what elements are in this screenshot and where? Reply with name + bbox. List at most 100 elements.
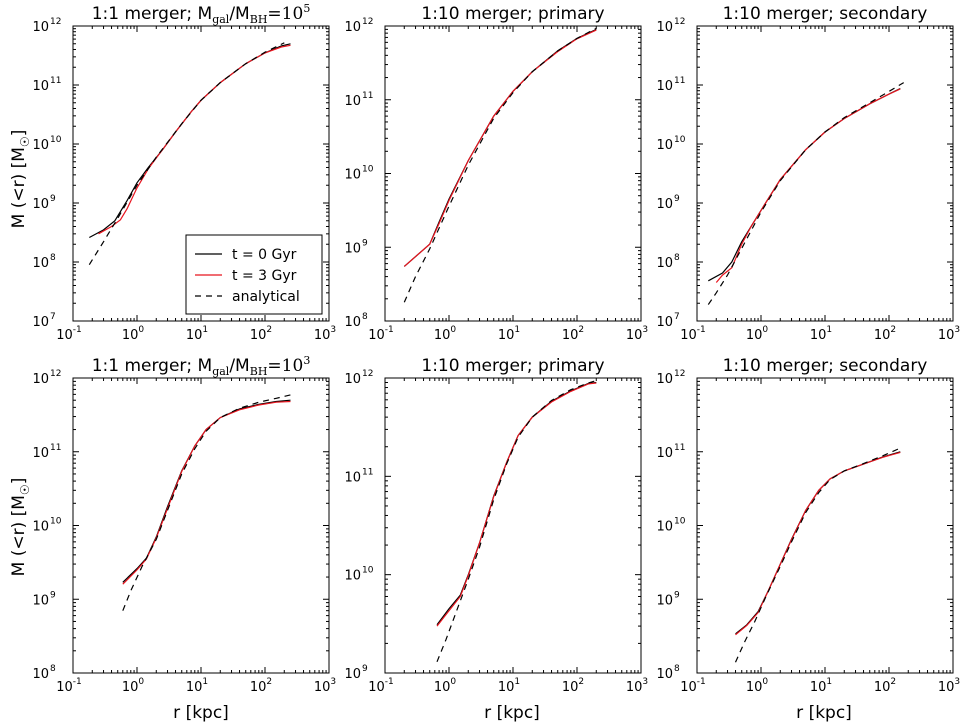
x-tick-exponent: 3: [954, 677, 960, 687]
x-axis-label-middle: r [kpc]: [484, 703, 540, 723]
x-tick-base: 10: [680, 680, 697, 695]
y-tick-base: 10: [656, 593, 673, 608]
x-tick-base: 10: [250, 680, 267, 695]
x-tick-base: 10: [368, 328, 385, 343]
x-tick-base: 10: [434, 328, 451, 343]
x-tick-exponent: 1: [826, 677, 832, 687]
panel-title-eq: =10: [267, 4, 303, 24]
x-tick-label: 100: [434, 325, 457, 343]
panel-title-subscript: gal: [212, 13, 230, 26]
x-tick-exponent: -1: [385, 325, 394, 335]
y-tick-exponent: 7: [674, 312, 680, 322]
y-tick-exponent: 8: [674, 664, 680, 674]
y-tick-base: 10: [656, 197, 673, 212]
y-tick-label: 10: [656, 446, 673, 461]
x-tick-exponent: -1: [73, 677, 82, 687]
series-line-t0: [735, 451, 901, 635]
x-tick-base: 10: [626, 328, 643, 343]
x-tick-base: 10: [680, 328, 697, 343]
y-tick-label: 10: [656, 372, 673, 387]
x-tick-base: 10: [626, 680, 643, 695]
y-tick-label: 10: [656, 256, 673, 271]
y-tick-exponent: 12: [50, 17, 61, 27]
series-line-analytical: [122, 394, 291, 611]
y-tick-base: 10: [656, 20, 673, 35]
series-line-analytical: [436, 380, 597, 663]
y-tick-base: 10: [656, 138, 673, 153]
x-tick-exponent: 3: [642, 677, 648, 687]
x-tick-exponent: 2: [578, 325, 584, 335]
y-tick-exponent: 9: [362, 664, 368, 674]
x-tick-exponent: 0: [762, 325, 768, 335]
y-tick-base: 10: [32, 593, 49, 608]
x-tick-exponent: 1: [514, 325, 520, 335]
series-line-t0: [708, 88, 901, 282]
y-tick-exponent: 10: [674, 517, 686, 527]
y-axis-label-top: M (<r) [M☉]: [9, 130, 32, 229]
panel-title-eq: =10: [267, 356, 303, 376]
x-tick-label: 102: [562, 677, 584, 695]
y-tick-label: 10: [344, 315, 361, 330]
x-tick-exponent: 1: [202, 325, 208, 335]
x-tick-base: 10: [874, 680, 891, 695]
y-tick-label: 10: [656, 667, 673, 682]
y-tick-exponent: 12: [362, 369, 373, 379]
legend-label-1: t = 3 Gyr: [232, 268, 297, 284]
y-tick-base: 10: [656, 79, 673, 94]
plot-frame: [384, 25, 642, 322]
y-axis-label-symbol-bottom: ☉: [18, 484, 32, 495]
x-tick-label: 10-1: [368, 677, 394, 695]
panel-title-subscript: BH: [250, 365, 268, 378]
x-tick-label: 103: [626, 325, 648, 343]
x-tick-exponent: 0: [762, 677, 768, 687]
y-tick-exponent: 9: [50, 194, 56, 204]
panel-title-mid: /M: [229, 4, 249, 24]
x-tick-label: 100: [122, 325, 145, 343]
y-tick-label: 10: [32, 593, 49, 608]
y-tick-exponent: 12: [674, 369, 685, 379]
x-tick-label: 102: [250, 677, 272, 695]
panel-title-text: 1:10 merger; primary: [421, 4, 604, 24]
series-line-t0: [89, 43, 291, 239]
x-tick-exponent: 0: [450, 677, 456, 687]
y-tick-base: 10: [344, 569, 361, 584]
y-tick-exponent: 9: [674, 590, 680, 600]
y-tick-label: 10: [344, 241, 361, 256]
x-tick-label: 10-1: [368, 325, 394, 343]
series-line-t0: [436, 381, 597, 626]
y-tick-exponent: 10: [674, 135, 686, 145]
panel-title-text: 1:10 merger; secondary: [723, 4, 928, 24]
x-tick-base: 10: [434, 680, 451, 695]
y-tick-exponent: 12: [50, 369, 61, 379]
x-tick-label: 10-1: [680, 677, 706, 695]
y-tick-base: 10: [32, 372, 49, 387]
y-tick-exponent: 8: [50, 253, 56, 263]
x-tick-exponent: 2: [266, 677, 272, 687]
y-tick-label: 10: [344, 20, 361, 35]
ticks: [384, 25, 642, 322]
panel-title-superscript: 5: [303, 2, 310, 15]
plot-frame: [384, 377, 642, 674]
ticks: [696, 25, 954, 322]
x-tick-base: 10: [498, 328, 515, 343]
x-tick-base: 10: [314, 328, 331, 343]
y-tick-exponent: 10: [362, 165, 374, 175]
x-tick-base: 10: [810, 328, 827, 343]
x-tick-base: 10: [122, 328, 139, 343]
x-axis-label-left: r [kpc]: [173, 703, 229, 723]
x-tick-exponent: 1: [826, 325, 832, 335]
y-tick-base: 10: [656, 315, 673, 330]
y-tick-label: 10: [32, 372, 49, 387]
y-tick-base: 10: [32, 520, 49, 535]
panel-title-subscript: gal: [212, 365, 230, 378]
y-tick-exponent: 11: [362, 91, 373, 101]
series-line-analytical: [707, 82, 905, 305]
y-tick-base: 10: [656, 256, 673, 271]
y-tick-label: 10: [32, 667, 49, 682]
y-tick-base: 10: [344, 94, 361, 109]
y-tick-base: 10: [32, 256, 49, 271]
